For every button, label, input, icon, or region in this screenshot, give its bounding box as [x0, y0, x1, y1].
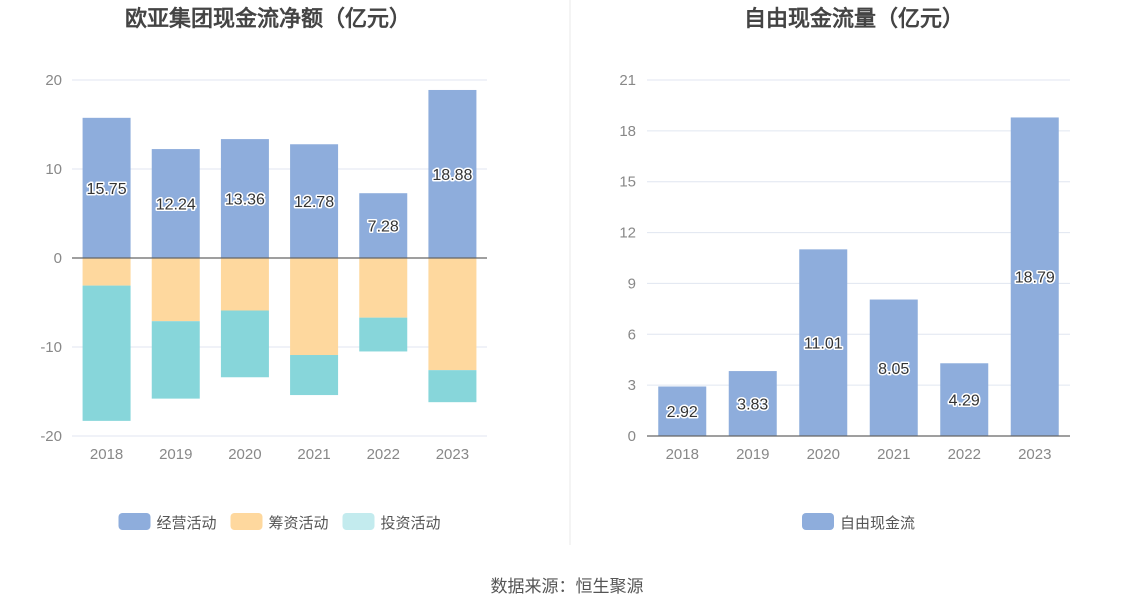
y-tick-label: 3	[628, 377, 636, 394]
data-label: 18.79	[1015, 270, 1055, 287]
x-tick-label: 2020	[807, 446, 840, 463]
bar	[359, 317, 408, 352]
bar	[220, 139, 269, 258]
y-tick-label: 6	[628, 326, 636, 343]
bar	[428, 258, 477, 371]
legend-label: 自由现金流	[840, 515, 915, 532]
x-tick-label: 2021	[877, 446, 910, 463]
data-label: 15.75	[87, 181, 127, 198]
y-tick-label: 12	[619, 225, 636, 242]
bar	[82, 258, 131, 286]
bar	[220, 310, 269, 378]
bar	[428, 370, 477, 403]
bar	[290, 144, 339, 258]
chart-title: 欧亚集团现金流净额（亿元）	[125, 6, 411, 31]
y-tick-label: 0	[54, 250, 62, 267]
x-tick-label: 2019	[159, 446, 192, 463]
data-label: 7.28	[368, 219, 399, 236]
bar	[940, 363, 989, 436]
bar	[869, 299, 918, 436]
data-label: 12.78	[294, 194, 334, 211]
bar	[1010, 117, 1059, 437]
legend-label: 经营活动	[157, 515, 217, 532]
x-tick-label: 2023	[436, 446, 469, 463]
legend-swatch	[118, 513, 151, 530]
bar	[658, 386, 707, 436]
x-tick-label: 2019	[736, 446, 769, 463]
y-tick-label: 10	[45, 161, 62, 178]
data-label: 3.83	[737, 397, 768, 414]
y-tick-label: 18	[619, 123, 636, 140]
bar	[82, 285, 131, 421]
data-label: 12.24	[156, 197, 196, 214]
data-label: 18.88	[432, 167, 472, 184]
x-tick-label: 2023	[1018, 446, 1051, 463]
data-label: 8.05	[878, 361, 909, 378]
bar	[82, 117, 131, 258]
bar	[428, 89, 477, 258]
bar	[151, 149, 200, 258]
y-tick-label: 9	[628, 275, 636, 292]
bar	[799, 249, 848, 436]
y-tick-label: -20	[40, 428, 62, 445]
x-tick-label: 2018	[666, 446, 699, 463]
bar	[359, 258, 408, 318]
bar	[290, 258, 339, 356]
x-tick-label: 2020	[228, 446, 261, 463]
data-label: 11.01	[804, 336, 843, 353]
x-tick-label: 2022	[367, 446, 400, 463]
y-tick-label: 21	[619, 72, 636, 89]
legend-swatch	[230, 513, 263, 530]
legend-swatch	[342, 513, 375, 530]
chart-title: 自由现金流量（亿元）	[744, 6, 964, 31]
bar	[359, 193, 408, 258]
y-tick-label: -10	[40, 339, 62, 356]
y-tick-label: 15	[619, 174, 636, 191]
legend-label: 筹资活动	[269, 515, 329, 532]
data-label: 13.36	[225, 192, 265, 209]
bar	[151, 258, 200, 322]
y-tick-label: 20	[45, 72, 62, 89]
legend-swatch	[802, 513, 834, 530]
legend-label: 投资活动	[381, 515, 441, 532]
data-label: 4.29	[949, 393, 980, 410]
y-tick-label: 0	[628, 428, 636, 445]
x-tick-label: 2021	[297, 446, 330, 463]
data-source-note: 数据来源：恒生聚源	[490, 577, 644, 596]
bar	[220, 258, 269, 311]
bar	[728, 371, 777, 436]
x-tick-label: 2022	[948, 446, 981, 463]
data-label: 2.92	[667, 404, 698, 421]
bar	[151, 321, 200, 399]
bar	[290, 355, 339, 396]
x-tick-label: 2018	[90, 446, 123, 463]
